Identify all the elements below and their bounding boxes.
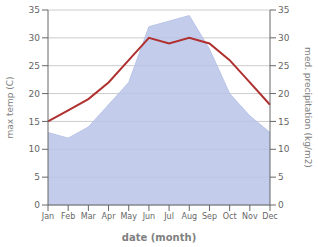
svg-text:5: 5 <box>278 172 284 182</box>
svg-text:35: 35 <box>278 5 289 15</box>
svg-text:20: 20 <box>29 89 41 99</box>
svg-text:15: 15 <box>278 117 289 127</box>
svg-text:25: 25 <box>29 61 40 71</box>
svg-text:Jun: Jun <box>142 212 156 221</box>
svg-text:35: 35 <box>29 5 40 15</box>
svg-text:Apr: Apr <box>102 212 117 221</box>
svg-text:max temp (C): max temp (C) <box>5 76 15 138</box>
svg-text:5: 5 <box>34 172 40 182</box>
svg-text:30: 30 <box>278 33 290 43</box>
svg-text:Mar: Mar <box>81 212 97 221</box>
svg-text:0: 0 <box>34 200 40 210</box>
svg-text:Oct: Oct <box>223 212 237 221</box>
svg-text:0: 0 <box>278 200 284 210</box>
svg-text:Nov: Nov <box>242 212 258 221</box>
svg-text:10: 10 <box>278 144 290 154</box>
svg-text:Sep: Sep <box>202 212 217 221</box>
svg-text:30: 30 <box>29 33 41 43</box>
svg-text:Jan: Jan <box>41 212 54 221</box>
svg-text:Jul: Jul <box>163 212 174 221</box>
svg-text:25: 25 <box>278 61 289 71</box>
svg-text:med. precipitation (kg/m2): med. precipitation (kg/m2) <box>303 47 313 168</box>
svg-text:May: May <box>120 212 137 221</box>
svg-text:date (month): date (month) <box>122 232 196 243</box>
svg-text:Feb: Feb <box>61 212 75 221</box>
svg-text:10: 10 <box>29 144 41 154</box>
svg-text:Aug: Aug <box>181 212 197 221</box>
svg-text:Dec: Dec <box>262 212 277 221</box>
svg-text:15: 15 <box>29 117 40 127</box>
svg-text:20: 20 <box>278 89 290 99</box>
